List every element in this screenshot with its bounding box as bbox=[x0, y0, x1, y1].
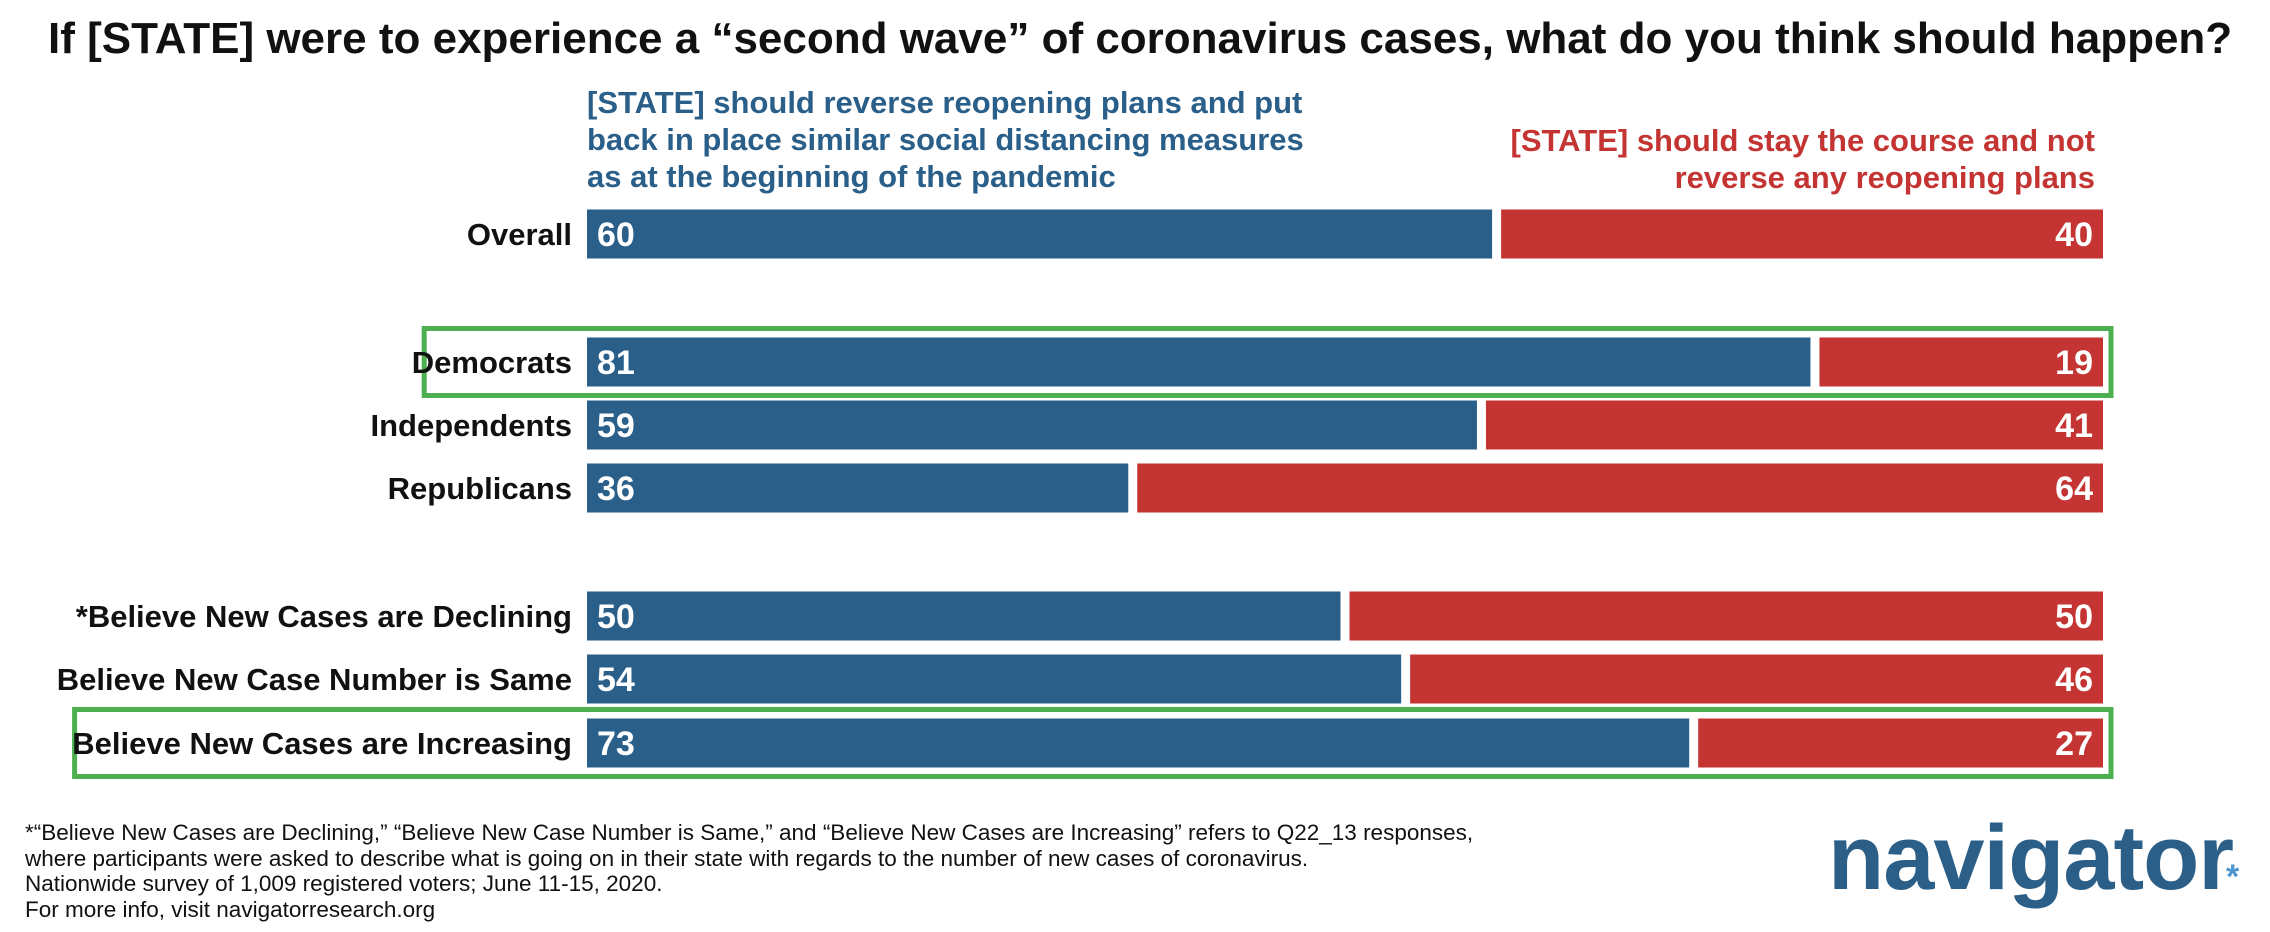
value-label-reverse: 60 bbox=[597, 216, 635, 254]
value-label-stay: 19 bbox=[2055, 344, 2093, 382]
bar-stay bbox=[1410, 654, 2103, 704]
bar-reverse bbox=[587, 718, 1690, 768]
value-label-reverse: 81 bbox=[597, 344, 635, 382]
value-label-stay: 46 bbox=[2055, 661, 2093, 699]
navigator-logo[interactable]: navigator bbox=[1828, 807, 2234, 909]
value-label-reverse: 54 bbox=[597, 661, 635, 699]
category-label: Democrats bbox=[412, 345, 572, 380]
footnote-line: where participants were asked to describ… bbox=[25, 845, 1309, 871]
value-label-reverse: 50 bbox=[597, 598, 635, 636]
category-label: Believe New Case Number is Same bbox=[57, 662, 572, 697]
category-label: Republicans bbox=[388, 471, 572, 506]
bar-reverse bbox=[587, 463, 1129, 513]
legend-stay-line: reverse any reopening plans bbox=[1674, 160, 2095, 195]
bar-stay bbox=[1485, 400, 2103, 450]
bar-stay bbox=[1501, 209, 2103, 259]
category-label: Overall bbox=[467, 217, 572, 252]
bar-stay bbox=[1819, 337, 2103, 387]
value-label-reverse: 73 bbox=[597, 725, 635, 763]
value-label-stay: 40 bbox=[2055, 216, 2093, 254]
category-label: *Believe New Cases are Declining bbox=[76, 599, 572, 634]
footnote-line: For more info, visit navigatorresearch.o… bbox=[25, 896, 436, 922]
value-label-stay: 50 bbox=[2055, 598, 2093, 636]
legend-reverse-line: [STATE] should reverse reopening plans a… bbox=[587, 85, 1303, 120]
footnote-line: *“Believe New Cases are Declining,” “Bel… bbox=[25, 820, 1474, 845]
bar-stay bbox=[1349, 591, 2103, 641]
value-label-reverse: 59 bbox=[597, 407, 635, 445]
category-label: Believe New Cases are Increasing bbox=[72, 726, 572, 761]
footnote: *“Believe New Cases are Declining,” “Bel… bbox=[25, 820, 1725, 922]
bar-reverse bbox=[587, 209, 1493, 259]
bar-stay bbox=[1137, 463, 2103, 513]
legend-reverse-line: back in place similar social distancing … bbox=[587, 122, 1304, 157]
bar-stay bbox=[1698, 718, 2103, 768]
bar-reverse bbox=[587, 654, 1402, 704]
highlight-box bbox=[421, 326, 2114, 398]
value-label-reverse: 36 bbox=[597, 470, 635, 508]
category-label: Independents bbox=[370, 408, 572, 443]
bar-reverse bbox=[587, 591, 1341, 641]
bar-reverse bbox=[587, 337, 1811, 387]
value-label-stay: 64 bbox=[2055, 470, 2093, 508]
footnote-line: Nationwide survey of 1,009 registered vo… bbox=[25, 871, 663, 896]
value-label-stay: 41 bbox=[2055, 407, 2093, 445]
legend-reverse-line: as at the beginning of the pandemic bbox=[587, 159, 1116, 194]
chart-title: If [STATE] were to experience a “second … bbox=[48, 14, 2233, 63]
highlight-box bbox=[72, 707, 2114, 779]
value-label-stay: 27 bbox=[2055, 725, 2093, 763]
legend-stay: [STATE] should stay the course and not r… bbox=[1455, 122, 2095, 196]
logo-star-icon: * bbox=[2226, 858, 2240, 896]
bar-reverse bbox=[587, 400, 1477, 450]
legend-stay-line: [STATE] should stay the course and not bbox=[1510, 123, 2095, 158]
legend-reverse: [STATE] should reverse reopening plans a… bbox=[587, 84, 1307, 195]
